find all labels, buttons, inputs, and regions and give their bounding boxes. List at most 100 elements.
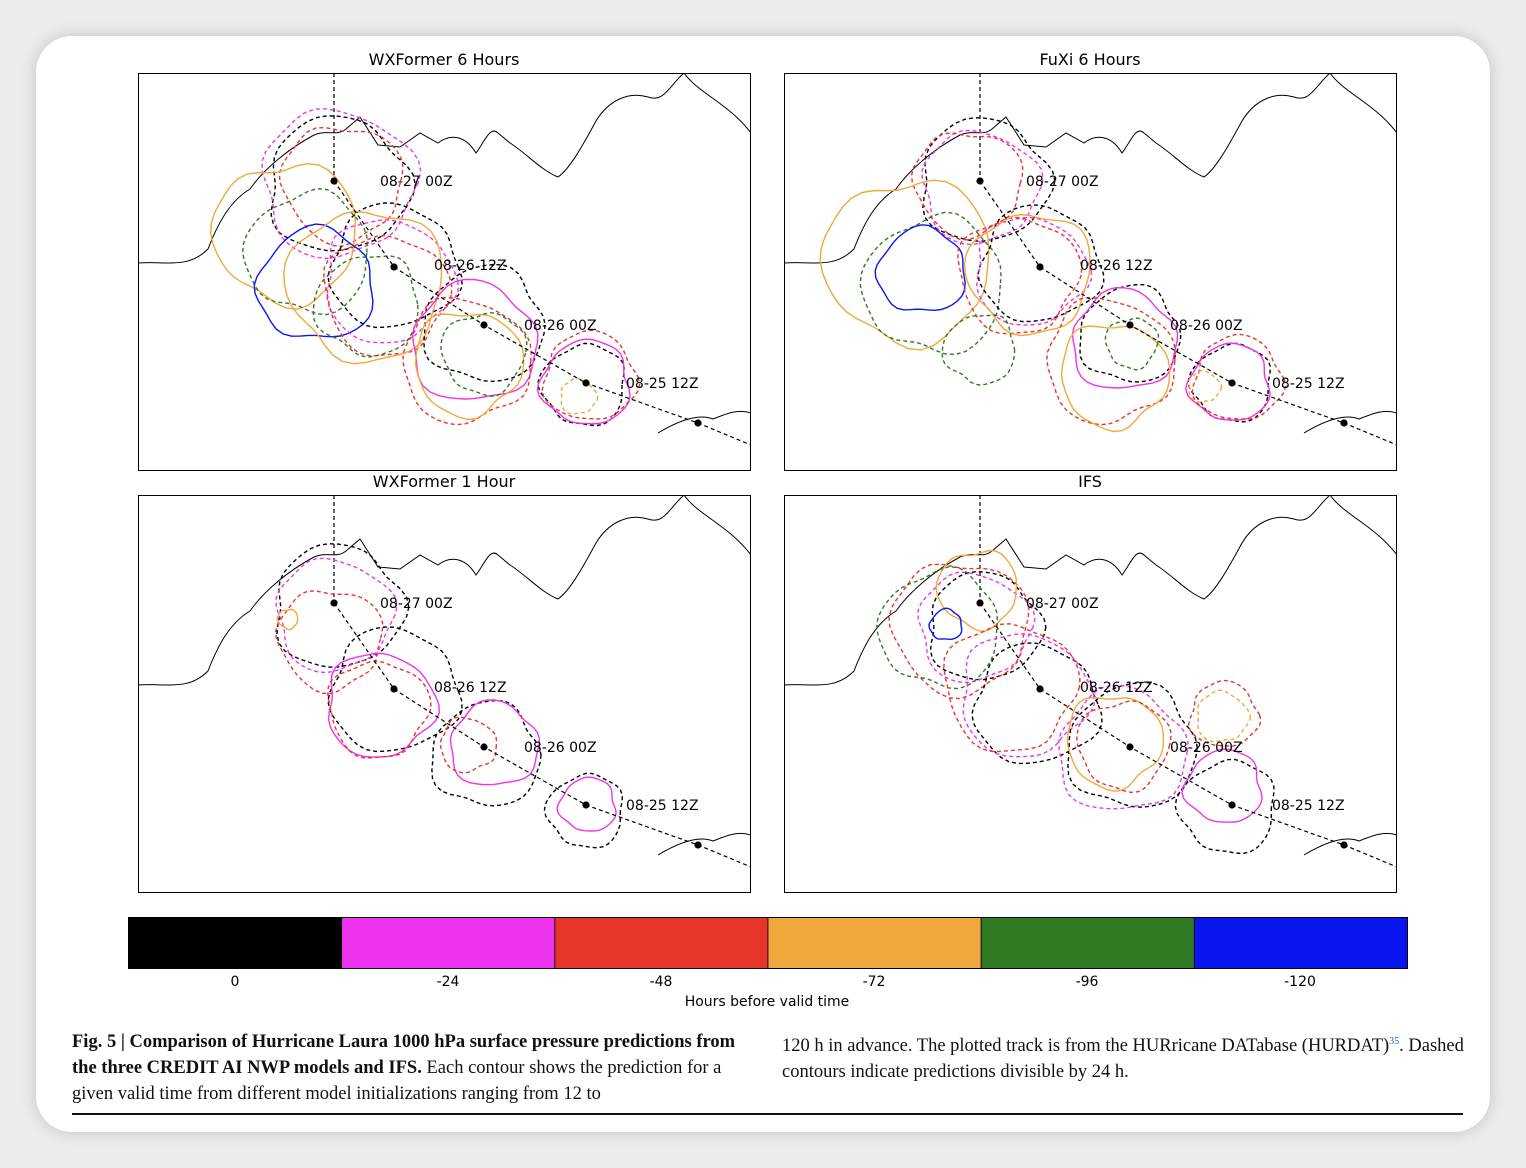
track-point [1126, 321, 1134, 329]
pressure-contour [411, 278, 539, 400]
caption-text-1: Each contour shows the prediction for a … [72, 1058, 722, 1104]
map-panel-ifs: 08-27 00Z 08-26 12Z 08-26 00Z 08-25 12Z [784, 495, 1397, 893]
track-label: 08-25 12Z [626, 376, 699, 392]
pressure-contour [1060, 325, 1171, 433]
colorbar-tick-4: -96 [1075, 974, 1099, 990]
track-point [582, 379, 590, 387]
colorbar-swatch [554, 917, 769, 969]
pressure-contour [241, 187, 369, 316]
caption-text-3: . Dashed contours indicate predictions d… [782, 1036, 1464, 1083]
colorbar-tick-0: 0 [230, 974, 240, 990]
track-point [1228, 379, 1236, 387]
pressure-contour [1188, 369, 1223, 403]
pressure-contour [976, 216, 1093, 326]
hurdat-track [333, 602, 751, 868]
colorbar [128, 917, 1408, 969]
map-panel-fuxi-6h: 08-27 00Z 08-26 12Z 08-26 00Z 08-25 12Z [784, 73, 1397, 471]
pressure-contour [957, 216, 1083, 335]
coastline-cuba [657, 410, 751, 434]
track-point [330, 177, 338, 185]
pressure-contour [274, 590, 384, 695]
track-point [976, 599, 984, 607]
pressure-contour [402, 296, 532, 426]
map-panel-wxformer-1h: 08-27 00Z 08-26 12Z 08-26 00Z 08-25 12Z [138, 495, 751, 893]
pressure-contour [537, 342, 625, 427]
panel-title-wxformer-6h: WXFormer 6 Hours [368, 50, 520, 69]
pressure-contour [943, 623, 1081, 753]
map-frame [784, 495, 1397, 893]
pressure-contour [888, 563, 1030, 700]
hurdat-track [979, 602, 1397, 868]
colorbar-swatch [341, 917, 556, 969]
coastline-florida [683, 73, 751, 134]
coastline [784, 73, 1331, 264]
pressure-contour [929, 570, 1047, 681]
pressure-contour [323, 234, 453, 357]
caption-right: 120 h in advance. The plotted track is f… [782, 1029, 1472, 1085]
track-point [1340, 841, 1348, 849]
track-label: 08-26 00Z [1170, 318, 1243, 334]
coastline-cuba [1303, 832, 1397, 856]
track-label: 08-26 12Z [434, 680, 507, 696]
track-label: 08-26 12Z [434, 258, 507, 274]
track-label: 08-26 00Z [1170, 740, 1243, 756]
pressure-contour [910, 132, 1024, 241]
pressure-contour [209, 162, 357, 310]
track-label: 08-26 00Z [524, 318, 597, 334]
pressure-contour [431, 699, 542, 807]
coastline-florida [1329, 495, 1397, 556]
coastline-florida [1329, 73, 1397, 134]
track-point [1228, 801, 1236, 809]
pressure-contour [536, 338, 631, 425]
pressure-contour [1066, 696, 1165, 792]
reference-link[interactable]: 35 [1389, 1036, 1400, 1047]
panel-title-wxformer-1h: WXFormer 1 Hour [372, 472, 516, 491]
colorbar-label: Hours before valid time [684, 994, 850, 1010]
track-label: 08-27 00Z [380, 174, 453, 190]
track-label: 08-25 12Z [1272, 798, 1345, 814]
pressure-contour [1057, 684, 1189, 810]
pressure-contour [327, 652, 440, 758]
caption-rule [72, 1113, 1463, 1115]
pressure-contour [1067, 681, 1198, 808]
colorbar-tick-2: -48 [649, 974, 673, 990]
hurdat-track [333, 180, 751, 446]
coastline-cuba [657, 832, 751, 856]
pressure-contour [276, 608, 299, 631]
pressure-contour [327, 626, 463, 753]
track-label: 08-25 12Z [626, 798, 699, 814]
pressure-contour [971, 642, 1103, 765]
pressure-contour [278, 126, 404, 247]
figure-label: Fig. 5 | Comparison of Hurricane Laura 1… [72, 1032, 736, 1078]
pressure-contour [1104, 317, 1160, 371]
track-point [1340, 419, 1348, 427]
pressure-contour [414, 313, 525, 421]
colorbar-swatch [128, 917, 343, 969]
pressure-contour [312, 255, 419, 358]
panel-title-ifs: IFS [1078, 472, 1102, 491]
pressure-contour [439, 716, 498, 774]
track-label: 08-26 12Z [1080, 680, 1153, 696]
coastline-florida [683, 495, 751, 556]
track-point [976, 177, 984, 185]
track-label: 08-27 00Z [1026, 174, 1099, 190]
hurdat-track [979, 180, 1397, 446]
map-panel-wxformer-6h: 08-27 00Z 08-26 12Z 08-26 00Z 08-25 12Z [138, 73, 751, 471]
pressure-contour [1174, 758, 1275, 855]
pressure-contour [1079, 283, 1182, 383]
colorbar-tick-3: -72 [862, 974, 886, 990]
colorbar-frame [128, 917, 1408, 969]
pressure-contour [327, 202, 463, 329]
track-point [390, 263, 398, 271]
pressure-contour [876, 565, 999, 690]
pressure-contour [1181, 748, 1263, 823]
track-point [330, 599, 338, 607]
coastline [138, 73, 685, 264]
track-point [582, 801, 590, 809]
pressure-contour [283, 210, 443, 365]
coastline-cuba [1303, 410, 1397, 434]
track-point [1126, 743, 1134, 751]
coastline [784, 495, 1331, 686]
caption-text-2: 120 h in advance. The plotted track is f… [782, 1036, 1390, 1057]
track-point [390, 685, 398, 693]
